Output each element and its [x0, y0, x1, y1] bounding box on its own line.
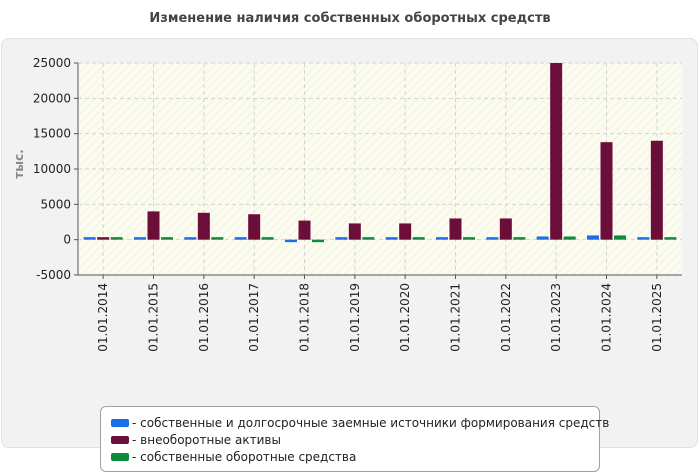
bar	[312, 239, 324, 243]
bar	[110, 237, 123, 240]
bar	[147, 211, 160, 240]
y-tick-label: 25000	[33, 56, 71, 70]
bar	[637, 237, 650, 240]
bar	[197, 212, 210, 240]
bar	[486, 237, 499, 240]
legend-label: - собственные оборотные средства	[132, 449, 357, 464]
legend-swatch	[111, 452, 129, 461]
legend-item: - собственные оборотные средства	[111, 448, 599, 465]
x-tick-label: 01.01.2024	[600, 283, 614, 352]
bar	[550, 63, 563, 240]
legend-swatch	[111, 418, 129, 427]
chart-legend: - собственные и долгосрочные заемные ист…	[100, 406, 609, 472]
bar	[234, 237, 247, 240]
x-tick-label: 01.01.2014	[96, 283, 110, 352]
bar	[650, 140, 663, 240]
y-tick-label: 0	[63, 233, 71, 247]
x-tick-label: 01.01.2016	[197, 283, 211, 352]
legend-swatch	[111, 435, 129, 444]
bar	[248, 214, 261, 240]
bar	[362, 237, 375, 240]
bar	[184, 237, 197, 240]
bar	[449, 218, 462, 240]
bar	[563, 236, 576, 240]
chart-panel: -5000 0 5000 10000 15000 20000 25000 01.01.201…	[1, 38, 698, 472]
bar	[587, 235, 599, 240]
bar	[211, 237, 224, 240]
x-tick-label: 01.01.2017	[247, 283, 261, 352]
bar	[436, 237, 448, 240]
x-tick-label: 01.01.2023	[549, 283, 563, 352]
bar	[298, 220, 311, 240]
bar	[399, 223, 412, 240]
bar	[664, 237, 677, 240]
bar	[261, 237, 274, 240]
x-tick-label: 01.01.2020	[398, 283, 412, 352]
legend-label: - внеоборотные активы	[132, 432, 281, 447]
bar	[335, 237, 348, 240]
x-tick-label: 01.01.2019	[348, 283, 362, 352]
bar	[285, 239, 297, 243]
legend-label: - собственные и долгосрочные заемные ист…	[132, 415, 610, 430]
legend-item: - собственные и долгосрочные заемные ист…	[111, 414, 609, 431]
y-axis-label: тыс.	[12, 149, 26, 178]
bar	[348, 223, 361, 240]
chart-title: Изменение наличия собственных оборотных …	[149, 11, 551, 26]
bar	[83, 237, 96, 240]
y-tick-label: -5000	[36, 268, 71, 282]
bar	[499, 218, 512, 240]
x-tick-label: 01.01.2025	[650, 283, 664, 352]
y-tick-label: 5000	[40, 197, 71, 211]
bar	[161, 237, 173, 240]
bar	[134, 237, 146, 240]
legend-item: - внеоборотные активы	[111, 431, 599, 448]
x-tick-label: 01.01.2018	[298, 283, 312, 352]
y-tick-label: 10000	[33, 162, 71, 176]
bar	[412, 237, 425, 240]
chart-plot: -5000 0 5000 10000 15000 20000 25000 01.01.201…	[12, 56, 682, 352]
bar	[600, 142, 613, 240]
x-tick-label: 01.01.2022	[499, 283, 513, 352]
x-tick-label: 01.01.2021	[449, 283, 463, 352]
bar	[385, 237, 398, 240]
bar	[614, 235, 626, 240]
y-tick-label: 15000	[33, 127, 71, 141]
bar	[97, 237, 110, 240]
bar	[513, 237, 526, 240]
y-tick-label: 20000	[33, 91, 71, 105]
bar	[536, 236, 549, 240]
x-tick-label: 01.01.2015	[147, 283, 161, 352]
bar	[463, 237, 475, 240]
